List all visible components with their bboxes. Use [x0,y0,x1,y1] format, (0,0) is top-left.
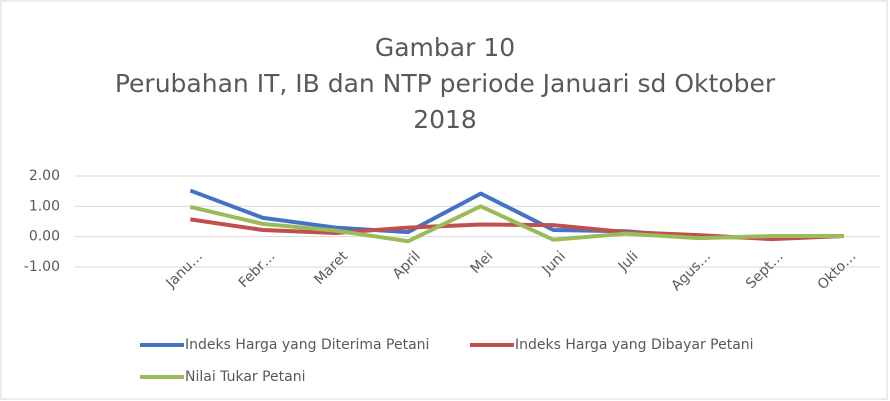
x-tick-label: April [390,248,424,282]
y-tick-label: 0.00 [29,229,60,245]
x-tick-label: Juni [539,248,569,278]
x-tick-label: Mei [468,248,497,277]
x-tick-label: Okto… [815,248,860,293]
legend-label: Indeks Harga yang Dibayar Petani [515,337,754,353]
y-tick-label: -1.00 [24,259,60,275]
chart-title: Gambar 10 [374,33,516,62]
x-tick-label: Sept… [743,248,787,292]
y-tick-label: 2.00 [29,168,60,184]
chart-subtitle: Perubahan IT, IB dan NTP periode Januari… [114,69,776,134]
x-tick-label: Agus… [668,248,714,294]
legend-label: Nilai Tukar Petani [185,369,306,385]
y-tick-label: 1.00 [29,198,60,214]
title-block: Gambar 10 Perubahan IT, IB dan NTP perio… [95,30,795,138]
x-tick-label: Janu… [162,248,205,291]
x-tick-label: Juli [615,248,642,275]
legend-label: Indeks Harga yang Diterima Petani [185,337,429,353]
series-line [189,204,844,244]
x-tick-label: Maret [311,248,351,288]
x-tick-label: Febr… [236,248,279,291]
